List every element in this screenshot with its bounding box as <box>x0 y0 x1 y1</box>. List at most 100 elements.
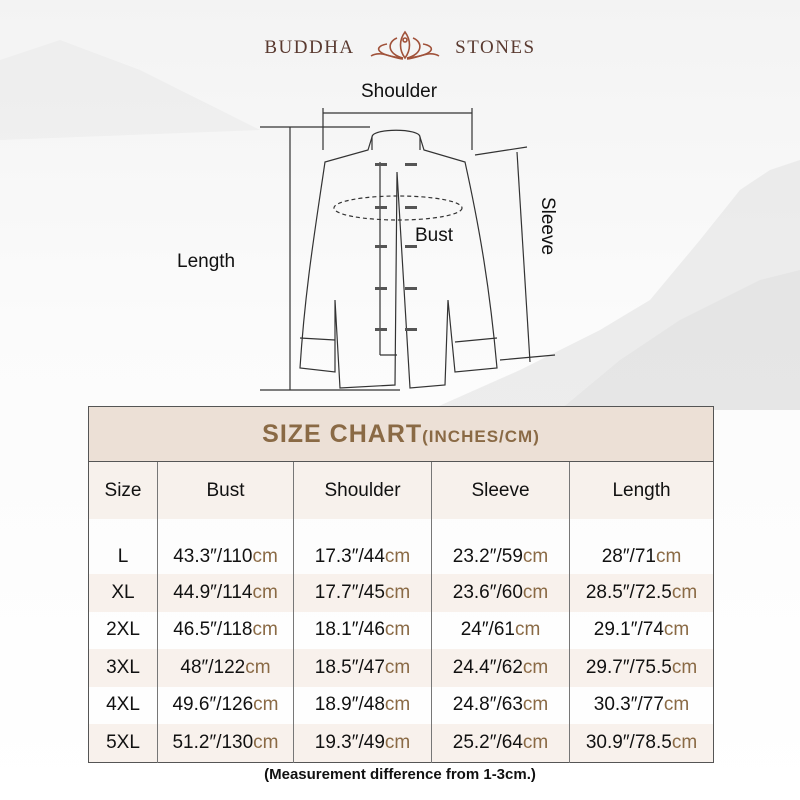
cell-length: 29.7″/75.5cm <box>569 649 714 687</box>
unit-cm: cm <box>663 619 690 641</box>
table-row: 2XL 46.5″/118cm 18.1″/46cm 24″/61cm 29.1″/74… <box>89 611 714 650</box>
unit-cm: cm <box>522 656 549 678</box>
unit-cm: cm <box>384 656 411 678</box>
bust-value: 46.5″/118 <box>173 619 253 641</box>
length-value: 29.7″/75.5 <box>585 656 672 678</box>
cell-bust: 46.5″/118cm <box>157 611 294 649</box>
unit-cm: cm <box>671 656 698 678</box>
table-row: 5XL 51.2″/130cm 19.3″/49cm 25.2″/64cm 30.9″/… <box>88 724 714 762</box>
garment-diagram <box>260 108 556 391</box>
length-value: 30.3″/77 <box>593 694 664 716</box>
size-chart-table: SIZE CHART(INCHES/CM) Size Bust Shoulder… <box>88 406 714 763</box>
cell-length: 29.1″/74cm <box>569 611 714 649</box>
bust-value: 49.6″/126 <box>172 694 254 716</box>
cell-shoulder: 18.5″/47cm <box>293 649 432 687</box>
header-sleeve: Sleeve <box>431 461 570 519</box>
sleeve-value: 24.4″/62 <box>452 656 523 678</box>
length-label: Length <box>177 251 236 272</box>
sleeve-value: 25.2″/64 <box>452 731 523 753</box>
shoulder-value: 18.9″/48 <box>314 694 385 716</box>
unit-cm: cm <box>514 619 541 641</box>
size-value: L <box>117 546 129 567</box>
unit-cm: cm <box>253 694 279 716</box>
cell-length: 30.3″/77cm <box>569 686 714 724</box>
cell-sleeve: 23.6″/60cm <box>431 574 570 612</box>
size-value: XL <box>111 581 135 603</box>
unit-cm: cm <box>522 731 549 753</box>
header-shoulder: Shoulder <box>293 461 432 519</box>
size-value: 3XL <box>106 656 140 678</box>
shoulder-value: 17.7″/45 <box>314 581 385 603</box>
unit-cm: cm <box>663 694 690 716</box>
bust-value: 48″/122 <box>180 656 246 678</box>
brand-name-right: STONES <box>455 37 536 58</box>
shoulder-value: 18.1″/46 <box>314 619 385 641</box>
unit-cm: cm <box>384 731 411 753</box>
cell-sleeve: 25.2″/64cm <box>431 724 570 762</box>
header-bust: Bust <box>157 461 294 519</box>
bust-label: Bust <box>415 225 454 246</box>
cell-bust: 49.6″/126cm <box>157 686 294 724</box>
cell-sleeve: 24.8″/63cm <box>431 686 570 724</box>
sleeve-value: 24″/61 <box>460 619 515 641</box>
cell-shoulder: 19.3″/49cm <box>293 724 432 762</box>
table-row: 4XL 49.6″/126cm 18.9″/48cm 24.8″/63cm 30.3″/… <box>89 686 714 725</box>
mountain-background <box>0 40 800 410</box>
cell-sleeve: 24″/61cm <box>431 611 570 649</box>
cell-bust: 48″/122cm <box>157 649 294 687</box>
unit-cm: cm <box>245 656 271 678</box>
cell-size: L <box>89 519 158 574</box>
title-unit: (INCHES/CM) <box>422 426 540 446</box>
unit-cm: cm <box>384 619 411 641</box>
unit-cm: cm <box>671 731 698 753</box>
size-chart-title: SIZE CHART(INCHES/CM) <box>88 406 714 462</box>
unit-cm: cm <box>384 694 411 716</box>
shoulder-label: Shoulder <box>361 81 438 102</box>
unit-cm: cm <box>522 546 549 567</box>
cell-size: 4XL <box>89 687 158 725</box>
table-row: 3XL 48″/122cm 18.5″/47cm 24.4″/62cm 29.7″/75… <box>88 649 714 687</box>
unit-cm: cm <box>522 581 549 603</box>
bust-value: 44.9″/114 <box>173 581 253 603</box>
unit-cm: cm <box>252 546 278 567</box>
unit-cm: cm <box>522 694 549 716</box>
sleeve-value: 23.6″/60 <box>452 581 523 603</box>
shoulder-value: 18.5″/47 <box>314 656 385 678</box>
cell-shoulder: 17.7″/45cm <box>293 574 432 612</box>
length-value: 28.5″/72.5 <box>585 581 672 603</box>
header-size: Size <box>88 461 158 519</box>
unit-cm: cm <box>671 581 698 603</box>
cell-shoulder: 18.1″/46cm <box>293 611 432 649</box>
cell-size: 5XL <box>88 724 158 762</box>
unit-cm: cm <box>253 731 279 753</box>
shoulder-value: 19.3″/49 <box>314 731 385 753</box>
length-value: 30.9″/78.5 <box>585 731 672 753</box>
bust-value: 43.3″/110 <box>173 546 253 567</box>
table-row: XL 44.9″/114cm 17.7″/45cm 23.6″/60cm 28.5″/7… <box>88 574 714 612</box>
cell-size: 3XL <box>88 649 158 687</box>
cell-bust: 43.3″/110cm <box>157 519 294 574</box>
brand-name-left: BUDDHA <box>264 37 355 58</box>
sleeve-label: Sleeve <box>537 196 559 256</box>
size-value: 5XL <box>106 731 140 753</box>
table-row: L 43.3″/110cm 17.3″/44cm 23.2″/59cm 28″/71cm <box>89 519 714 574</box>
cell-bust: 51.2″/130cm <box>157 724 294 762</box>
size-value: 2XL <box>106 619 140 641</box>
length-value: 28″/71 <box>601 546 656 567</box>
unit-cm: cm <box>655 546 682 567</box>
cell-sleeve: 23.2″/59cm <box>431 519 570 574</box>
bust-value: 51.2″/130 <box>172 731 254 753</box>
size-value: 4XL <box>106 694 140 716</box>
unit-cm: cm <box>252 619 278 641</box>
shoulder-value: 17.3″/44 <box>314 546 385 567</box>
cell-shoulder: 18.9″/48cm <box>293 686 432 724</box>
unit-cm: cm <box>252 581 278 603</box>
cell-size: XL <box>88 574 158 612</box>
cell-length: 30.9″/78.5cm <box>569 724 714 762</box>
cell-size: 2XL <box>89 612 158 650</box>
sleeve-value: 24.8″/63 <box>452 694 523 716</box>
cell-bust: 44.9″/114cm <box>157 574 294 612</box>
brand-logo: BUDDHA STONES <box>0 28 800 68</box>
cell-shoulder: 17.3″/44cm <box>293 519 432 574</box>
length-value: 29.1″/74 <box>593 619 664 641</box>
